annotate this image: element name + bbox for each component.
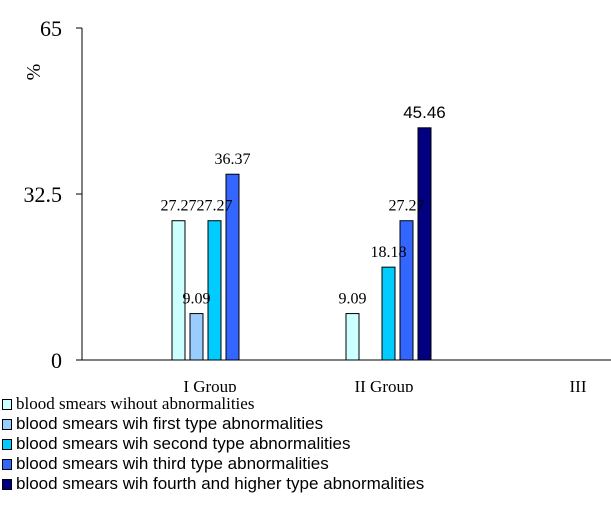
data-label: 45.46 xyxy=(403,103,446,122)
chart-axes xyxy=(76,27,611,361)
bar xyxy=(171,220,186,361)
bar xyxy=(417,127,432,361)
legend-swatch xyxy=(2,398,12,410)
legend-item: blood smears wih second type abnormaliti… xyxy=(0,434,351,454)
bar xyxy=(399,220,414,361)
legend-swatch xyxy=(2,478,12,490)
category-label: IIIGroup xyxy=(552,377,595,392)
bar xyxy=(381,266,396,361)
category-label: I Group xyxy=(183,377,236,392)
legend-swatch xyxy=(2,458,12,470)
y-tick-label: 65 xyxy=(40,16,62,41)
legend-label: blood smears wih second type abnormaliti… xyxy=(16,434,351,453)
bar xyxy=(189,313,204,361)
legend-item: blood smears wih first type abnormalitie… xyxy=(0,414,323,434)
data-label: 9.09 xyxy=(183,291,211,308)
data-label: 9.09 xyxy=(339,291,367,308)
category-labels: I Group II Group IIIGroup xyxy=(183,377,595,392)
data-label: 27.27 xyxy=(197,198,233,215)
legend-swatch xyxy=(2,418,12,430)
data-label: 27.27 xyxy=(161,198,197,215)
y-tick-label: 0 xyxy=(51,348,62,373)
bar-chart: 0 32.5 65 % 27.27 9.09 9.09 27.27 18.18 36.37 27… xyxy=(23,16,611,392)
y-tick-labels: 0 32.5 65 xyxy=(24,16,63,373)
y-axis-label: % xyxy=(23,64,45,81)
data-labels: 27.279.099.0927.2718.1836.3727.2736.3745… xyxy=(161,103,446,308)
legend-label: blood smears wih third type abnormalitie… xyxy=(16,454,329,473)
data-label: 36.37 xyxy=(215,151,251,168)
legend-swatch xyxy=(2,438,12,450)
legend-item: blood smears wih third type abnormalitie… xyxy=(0,454,329,474)
legend-label: blood smears wih fourth and higher type … xyxy=(16,474,425,493)
bar xyxy=(207,220,222,361)
bar xyxy=(345,313,360,361)
legend-label: blood smears wih first type abnormalitie… xyxy=(16,414,324,433)
bar-series xyxy=(171,127,432,361)
category-label: II Group xyxy=(354,377,413,392)
data-label: 18.18 xyxy=(371,244,407,261)
chart-legend: blood smears wihout abnormalities blood s… xyxy=(0,392,611,531)
data-label: 27.27 xyxy=(389,198,425,215)
legend-item: blood smears wihout abnormalities xyxy=(0,394,254,414)
legend-item: blood smears wih fourth and higher type … xyxy=(0,474,424,494)
legend-label: blood smears wihout abnormalities xyxy=(16,394,255,413)
y-tick-label: 32.5 xyxy=(24,182,63,207)
bar xyxy=(225,173,240,361)
